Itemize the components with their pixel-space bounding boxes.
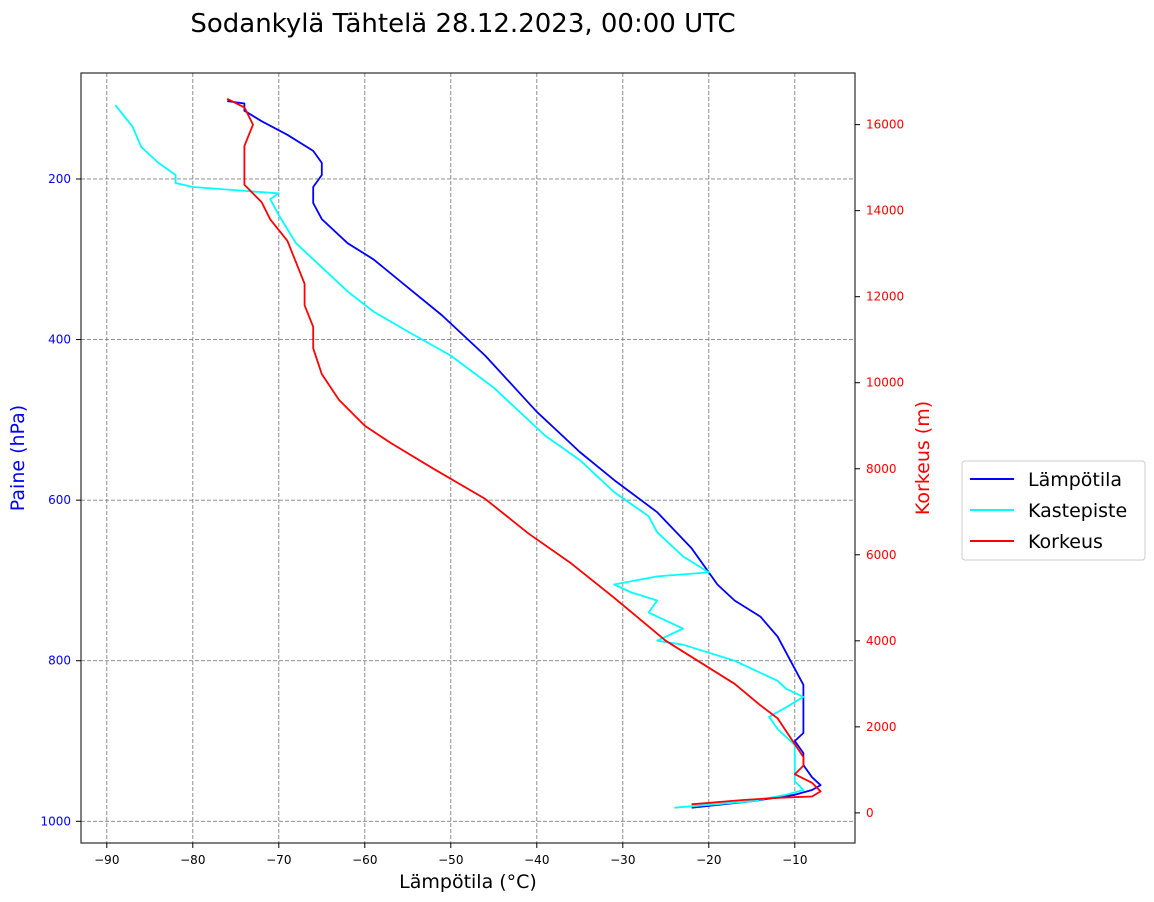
- left-tick-label: 800: [48, 654, 71, 668]
- right-tick-label: 14000: [866, 204, 904, 218]
- right-tick-label: 8000: [866, 462, 897, 476]
- right-tick-label: 6000: [866, 548, 897, 562]
- left-axis-ticks: 200 400 600 800 1000: [40, 172, 81, 828]
- x-tick-label: −40: [524, 853, 549, 867]
- x-tick-label: −80: [180, 853, 205, 867]
- left-tick-label: 1000: [40, 814, 71, 828]
- right-tick-label: 16000: [866, 118, 904, 132]
- right-axis-label: Korkeus (m): [912, 401, 934, 515]
- right-tick-label: 12000: [866, 290, 904, 304]
- legend-label: Lämpötila: [1028, 469, 1122, 491]
- right-tick-label: 0: [866, 806, 874, 820]
- x-tick-label: −60: [352, 853, 377, 867]
- left-tick-label: 400: [48, 333, 71, 347]
- right-tick-label: 2000: [866, 720, 897, 734]
- plot-series: [114, 97, 822, 809]
- legend: Lämpötila Kastepiste Korkeus: [961, 460, 1146, 561]
- x-axis-ticks: −90 −80 −70 −60 −50 −40 −30 −20 −10: [94, 843, 807, 867]
- right-tick-label: 10000: [866, 376, 904, 390]
- left-axis-label: Paine (hPa): [7, 405, 29, 511]
- temperature-line: [227, 100, 822, 809]
- legend-box: [961, 460, 1146, 561]
- x-tick-label: −90: [94, 853, 119, 867]
- x-tick-label: −20: [696, 853, 721, 867]
- height-line: [226, 97, 822, 806]
- x-tick-label: −50: [438, 853, 463, 867]
- legend-label: Korkeus: [1028, 531, 1103, 553]
- right-axis-ticks: 0 2000 4000 6000 8000 10000 12000 14000 16000: [855, 118, 904, 820]
- x-tick-label: −70: [266, 853, 291, 867]
- x-axis-label: Lämpötila (°C): [399, 871, 537, 893]
- grid-lines: [81, 73, 855, 843]
- right-tick-label: 4000: [866, 634, 897, 648]
- plot-frame: [80, 72, 856, 844]
- x-tick-label: −30: [610, 853, 635, 867]
- x-tick-label: −10: [782, 853, 807, 867]
- legend-label: Kastepiste: [1028, 500, 1127, 522]
- left-tick-label: 600: [48, 493, 71, 507]
- left-tick-label: 200: [48, 172, 71, 186]
- dewpoint-line: [114, 104, 805, 809]
- chart-title: Sodankylä Tähtelä 28.12.2023, 00:00 UTC: [190, 9, 735, 39]
